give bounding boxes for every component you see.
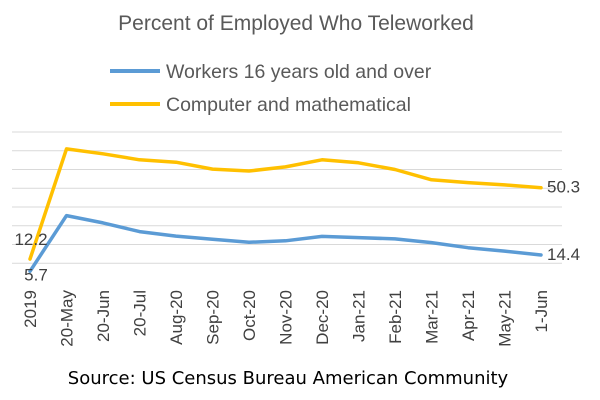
x-tick-label: Oct-20 <box>240 290 259 341</box>
x-tick-label: 2019 <box>21 290 40 328</box>
data-label: 50.3 <box>547 178 580 197</box>
series-line-0 <box>28 213 543 274</box>
x-tick-label: 1-Jun <box>532 290 551 333</box>
x-tick-label: Aug-20 <box>167 290 186 345</box>
chart-title: Percent of Employed Who Teleworked <box>118 12 474 35</box>
x-tick-label: Apr-21 <box>459 290 478 341</box>
data-label: 14.4 <box>547 245 580 264</box>
x-tick-label: 20-Jun <box>94 290 113 342</box>
source-note: Source: US Census Bureau American Commun… <box>68 368 509 389</box>
legend-item-workers: Workers 16 years old and over <box>110 61 432 83</box>
x-tick-label: Feb-21 <box>386 290 405 344</box>
series-line-1 <box>28 147 543 261</box>
x-tick-label: Nov-20 <box>277 290 296 345</box>
data-label: 5.7 <box>24 265 48 284</box>
x-tick-label: Jan-21 <box>350 290 369 342</box>
x-tick-label: 20-Jul <box>131 290 150 336</box>
x-tick-label: May-21 <box>496 290 515 347</box>
x-tick-label: Dec-20 <box>313 290 332 345</box>
legend-item-computer: Computer and mathematical <box>110 94 411 116</box>
x-tick-label: 20-May <box>58 290 77 347</box>
data-label: 12.2 <box>14 230 47 249</box>
x-tick-label: Mar-21 <box>423 290 442 344</box>
legend: Workers 16 years old and over Computer a… <box>110 61 432 116</box>
series-lines <box>28 147 543 274</box>
legend-label-workers: Workers 16 years old and over <box>166 61 432 83</box>
x-tick-label: Sep-20 <box>204 290 223 345</box>
legend-label-computer: Computer and mathematical <box>166 94 411 116</box>
data-labels: 12.2 5.7 50.3 14.4 <box>14 178 580 285</box>
gridlines <box>12 131 562 264</box>
x-axis-tick-labels: 2019 20-May 20-Jun 20-Jul Aug-20 Sep-20 Oct-20… <box>21 290 551 347</box>
